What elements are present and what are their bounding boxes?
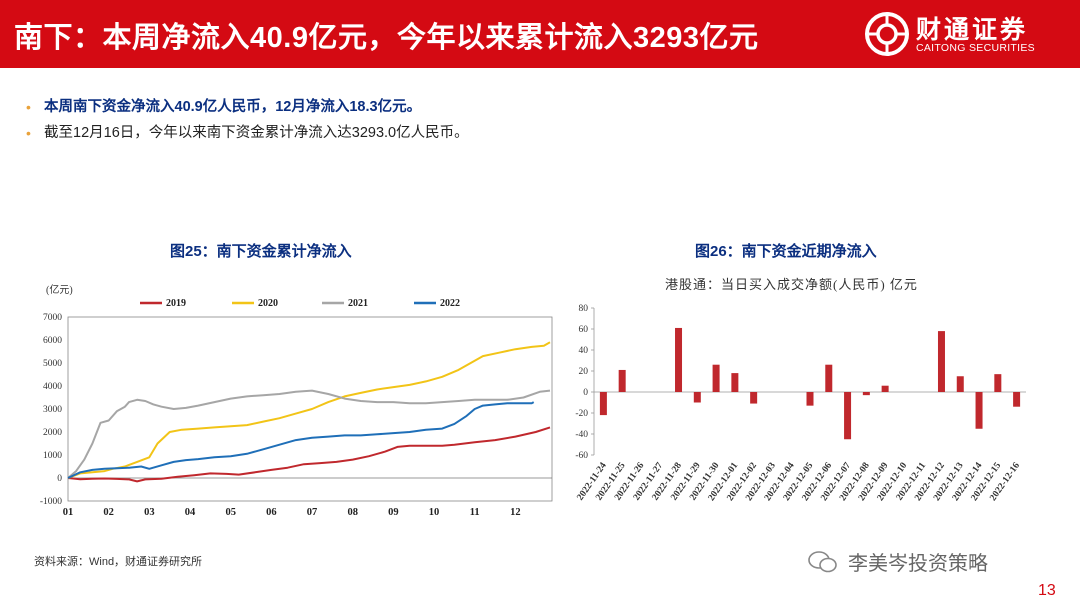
bullet-dot-icon: • (26, 99, 31, 115)
x-tick-label: 04 (185, 507, 196, 518)
y-tick-label: 4000 (43, 382, 62, 392)
bar (844, 392, 852, 440)
bar (975, 392, 983, 429)
bar (731, 373, 739, 392)
x-tick-label: 12 (510, 507, 521, 518)
logo-text-en: CAITONG SECURITIES (916, 42, 1035, 54)
bar (1013, 392, 1021, 407)
x-tick-label: 07 (307, 507, 318, 518)
bar (956, 376, 964, 392)
y-tick-label: 80 (579, 304, 589, 314)
bar (825, 364, 833, 392)
series-line-2021 (67, 389, 551, 479)
x-tick-label: 06 (266, 507, 277, 518)
y-axis-label: (亿元) (46, 283, 73, 296)
bullet-dot-icon: • (26, 125, 31, 141)
legend-label: 2020 (258, 298, 278, 309)
company-logo: 财通证券 CAITONG SECURITIES (860, 8, 1060, 60)
y-tick-label: 60 (579, 325, 589, 335)
y-tick-label: -1000 (40, 497, 62, 507)
bar (937, 331, 945, 392)
x-tick-label: 08 (347, 507, 358, 518)
bar (806, 392, 814, 406)
y-tick-label: -20 (575, 409, 588, 419)
y-tick-label: 7000 (43, 313, 62, 323)
chart-subtitle: 港股通：当日买入成交净额(人民币) 亿元 (665, 277, 918, 292)
x-tick-label: 10 (429, 507, 440, 518)
y-tick-label: 0 (583, 388, 588, 398)
page-title: 南下：本周净流入40.9亿元，今年以来累计流入3293亿元 (14, 22, 759, 54)
y-tick-label: 40 (579, 346, 589, 356)
watermark-text: 李美岑投资策略 (848, 553, 988, 575)
bar (750, 392, 758, 404)
bullet-item: • 截至12月16日，今年以来南下资金累计净流入达3293.0亿人民币。 (26, 120, 469, 146)
y-tick-label: 2000 (43, 428, 62, 438)
x-tick-label: 03 (144, 507, 155, 518)
chart-legend: 2019 2020 2021 2022 (140, 298, 460, 309)
legend-label: 2021 (348, 298, 368, 309)
logo-emblem-icon (865, 12, 909, 56)
header-bar: 南下：本周净流入40.9亿元，今年以来累计流入3293亿元 财通证券 CAITO… (0, 0, 1080, 68)
cumulative-line-chart: (亿元) 2019 2020 2021 2022 -1000 0 1000 2000 3000… (40, 283, 553, 518)
y-tick-label: 20 (579, 367, 589, 377)
series-line-2019 (67, 426, 551, 483)
plot-frame (67, 316, 553, 502)
bullet-item: • 本周南下资金净流入40.9亿人民币，12月净流入18.3亿元。 (26, 94, 469, 120)
chart-title-daily: 图26：南下资金近期净流入 (695, 243, 877, 260)
legend-label: 2022 (440, 298, 460, 309)
bar (618, 369, 626, 392)
x-tick-label: 11 (470, 507, 480, 518)
bar (675, 327, 683, 392)
bar (994, 374, 1002, 392)
logo-text-cn: 财通证券 (916, 16, 1029, 44)
y-tick-label: 1000 (43, 451, 62, 461)
y-tick-label: 6000 (43, 336, 62, 346)
bar (712, 364, 720, 392)
page-number: 13 (1038, 582, 1056, 599)
bullet-text: 截至12月16日，今年以来南下资金累计净流入达3293.0亿人民币。 (44, 125, 469, 141)
bar (862, 392, 870, 396)
daily-bar-chart: 港股通：当日买入成交净额(人民币) 亿元 -60-40-200204060802… (575, 277, 1026, 503)
bullet-text: 本周南下资金净流入40.9亿人民币，12月净流入18.3亿元。 (44, 99, 422, 115)
y-tick-label: 0 (57, 474, 62, 484)
summary-bullets: • 本周南下资金净流入40.9亿人民币，12月净流入18.3亿元。 • 截至12… (26, 94, 469, 146)
x-tick-label: 05 (225, 507, 236, 518)
bar (599, 392, 607, 416)
wechat-icon (808, 551, 837, 573)
chart-title-cumulative: 图25：南下资金累计净流入 (170, 243, 352, 260)
series-line-2022 (67, 401, 535, 479)
y-tick-label: 3000 (43, 405, 62, 415)
watermark: 李美岑投资策略 (808, 547, 988, 576)
bar (881, 385, 889, 392)
legend-label: 2019 (166, 298, 186, 309)
x-tick-label: 09 (388, 507, 399, 518)
x-tick-label: 02 (103, 507, 114, 518)
y-tick-label: -40 (575, 430, 588, 440)
source-note: 资料来源：Wind，财通证券研究所 (34, 556, 203, 568)
bar (693, 392, 701, 403)
series-line-2020 (67, 341, 551, 479)
x-tick-label: 01 (63, 507, 74, 518)
y-tick-label: -60 (575, 451, 588, 461)
y-tick-label: 5000 (43, 359, 62, 369)
